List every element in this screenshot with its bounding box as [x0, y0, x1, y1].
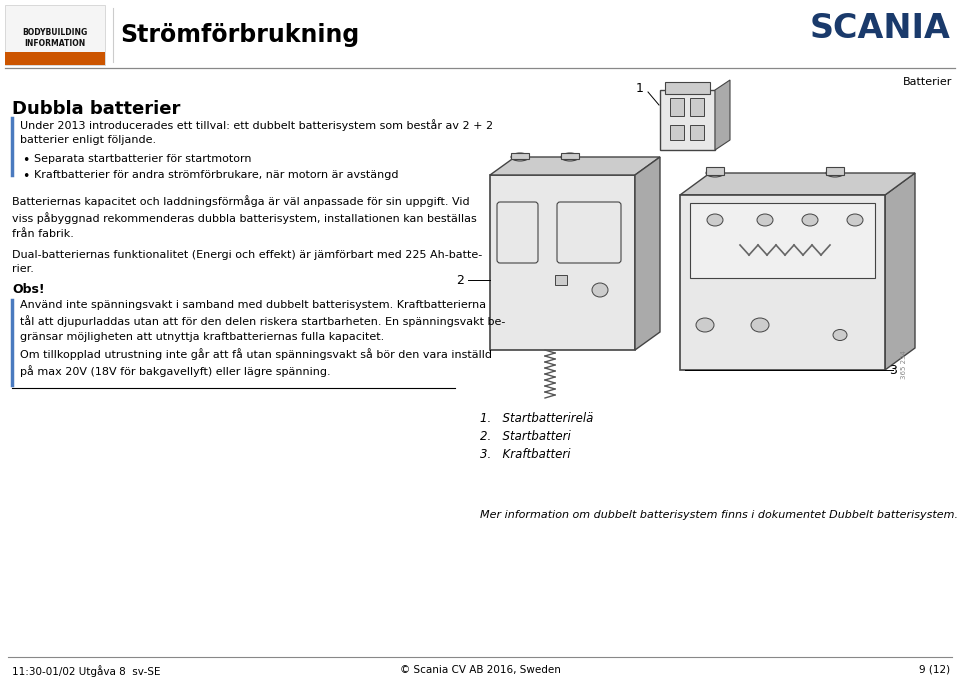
Bar [665, 82, 710, 94]
Bar [555, 275, 567, 285]
Text: Dubbla batterier: Dubbla batterier [12, 100, 180, 118]
Bar [561, 153, 579, 159]
Ellipse shape [592, 283, 608, 297]
Ellipse shape [706, 169, 724, 177]
Text: Kraftbatterier för andra strömförbrukare, när motorn är avstängd: Kraftbatterier för andra strömförbrukare… [34, 170, 398, 180]
Bar [690, 125, 704, 140]
Text: Batterier: Batterier [902, 77, 952, 87]
Bar [690, 98, 704, 116]
Bar [5, 5, 105, 65]
Text: 2.   Startbatteri: 2. Startbatteri [480, 430, 571, 443]
Text: Om tillkopplad utrustning inte går att få utan spänningsvakt så bör den vara ins: Om tillkopplad utrustning inte går att f… [20, 348, 492, 377]
Polygon shape [715, 80, 730, 150]
Text: •: • [22, 170, 30, 183]
Ellipse shape [826, 169, 844, 177]
Polygon shape [490, 157, 660, 175]
Ellipse shape [802, 214, 818, 226]
Text: © Scania CV AB 2016, Sweden: © Scania CV AB 2016, Sweden [399, 665, 561, 675]
FancyBboxPatch shape [497, 202, 538, 263]
Text: Obs!: Obs! [12, 283, 44, 296]
Text: 9 (12): 9 (12) [919, 665, 950, 675]
Text: 365 234: 365 234 [901, 351, 907, 380]
Bar [680, 195, 885, 370]
Bar [5, 52, 105, 65]
Bar [670, 125, 684, 140]
Text: 2: 2 [456, 273, 464, 286]
Text: 1.   Startbatterirelä: 1. Startbatterirelä [480, 412, 593, 425]
Bar [490, 175, 635, 350]
Bar [690, 203, 875, 278]
Text: 11:30-01/02 Utgåva 8  sv-SE: 11:30-01/02 Utgåva 8 sv-SE [12, 665, 160, 677]
Bar [511, 153, 529, 159]
FancyBboxPatch shape [557, 202, 621, 263]
Bar [660, 90, 715, 150]
Text: Mer information om dubbelt batterisystem finns i dokumentet Dubbelt batterisyste: Mer information om dubbelt batterisystem… [480, 510, 958, 520]
Text: Strömförbrukning: Strömförbrukning [120, 23, 359, 47]
Text: 1: 1 [636, 81, 644, 95]
Text: Dual-batteriernas funktionalitet (Energi och effekt) är jämförbart med 225 Ah-ba: Dual-batteriernas funktionalitet (Energi… [12, 250, 482, 275]
Text: BODYBUILDING
INFORMATION: BODYBUILDING INFORMATION [22, 28, 87, 48]
Ellipse shape [833, 330, 847, 340]
Text: Under 2013 introducerades ett tillval: ett dubbelt batterisystem som består av 2: Under 2013 introducerades ett tillval: e… [20, 119, 493, 146]
Ellipse shape [561, 153, 579, 161]
Text: Separata startbatterier för startmotorn: Separata startbatterier för startmotorn [34, 154, 252, 164]
Ellipse shape [696, 318, 714, 332]
Ellipse shape [511, 153, 529, 161]
Text: •: • [22, 154, 30, 167]
Polygon shape [635, 157, 660, 350]
Text: Använd inte spänningsvakt i samband med dubbelt batterisystem. Kraftbatterierna
: Använd inte spänningsvakt i samband med … [20, 300, 505, 342]
Bar [706, 167, 724, 175]
Ellipse shape [757, 214, 773, 226]
Ellipse shape [847, 214, 863, 226]
Bar [670, 98, 684, 116]
Text: 3: 3 [889, 364, 897, 377]
Text: Batteriernas kapacitet och laddningsförmåga är väl anpassade för sin uppgift. Vi: Batteriernas kapacitet och laddningsförm… [12, 195, 477, 239]
Polygon shape [885, 173, 915, 370]
Ellipse shape [707, 214, 723, 226]
Polygon shape [680, 173, 915, 195]
Bar [826, 167, 844, 175]
Text: 3.   Kraftbatteri: 3. Kraftbatteri [480, 448, 570, 461]
Ellipse shape [751, 318, 769, 332]
Text: SCANIA: SCANIA [809, 12, 950, 44]
